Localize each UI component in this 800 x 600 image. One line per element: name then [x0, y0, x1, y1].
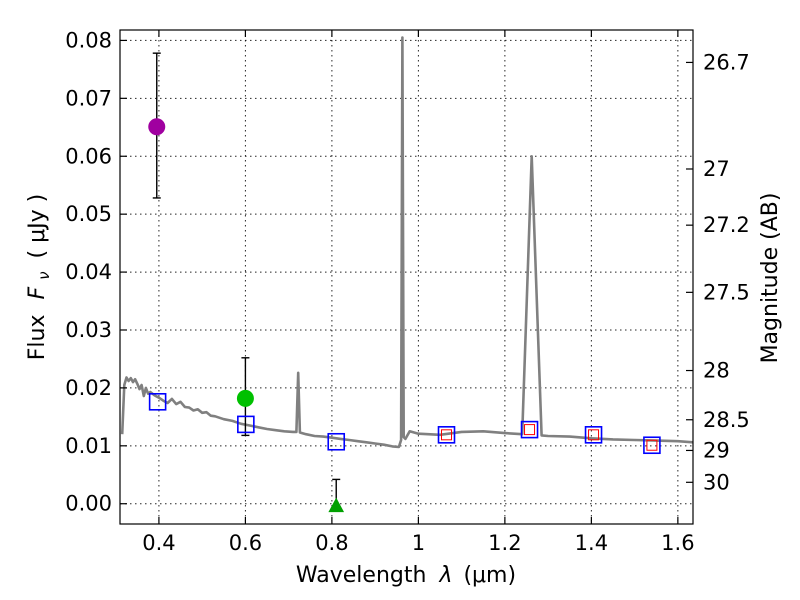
y-tick-label: 0.00 [65, 492, 112, 516]
sed-model-line [120, 36, 694, 449]
model-photometry-marker [643, 436, 661, 455]
model-photometry-marker [437, 426, 456, 444]
observed-photometry-marker [441, 429, 453, 441]
model-photometry-marker [148, 393, 167, 411]
y-tick-label: 0.06 [65, 144, 112, 168]
y-tick-label: 0.08 [65, 28, 112, 52]
x-tick-label: 0.8 [315, 531, 348, 555]
y-tick-label: 0.03 [65, 318, 112, 342]
y-tick-label: 0.05 [65, 202, 112, 226]
observed-photometry-marker [588, 429, 600, 441]
x-tick-label: 0.4 [142, 531, 175, 555]
plot-frame [119, 29, 694, 525]
right-tick-label: 27 [703, 157, 730, 181]
x-tick-label: 1 [412, 531, 425, 555]
model-photometry-marker [327, 432, 346, 451]
x-tick-label: 0.6 [229, 531, 262, 555]
right-axis-title: Magnitude (AB) [758, 193, 783, 364]
points-layer [148, 52, 661, 513]
y-tick-label: 0.02 [65, 376, 112, 400]
grid-layer [120, 30, 693, 524]
y-axis-title: Flux F ν ( μJy ) [25, 194, 55, 360]
right-tick-label: 27.2 [703, 213, 750, 237]
detection-v-marker [236, 389, 254, 407]
model-photometry-marker [584, 426, 603, 444]
right-tick-label: 28 [703, 359, 730, 383]
right-tick-label: 30 [703, 470, 730, 494]
model-photometry-marker [520, 420, 539, 439]
upper-limit-i-marker [328, 497, 345, 513]
observed-photometry-marker [646, 439, 658, 451]
right-tick-label: 26.7 [703, 50, 750, 74]
x-tick-label: 1.2 [488, 531, 521, 555]
y-tick-label: 0.07 [65, 86, 112, 110]
observed-photometry-marker [524, 424, 536, 436]
right-tick-label: 27.5 [703, 280, 750, 304]
right-tick-label: 28.5 [703, 408, 750, 432]
x-tick-label: 1.4 [575, 531, 608, 555]
x-axis-title: Wavelength λ (μm) [296, 563, 516, 588]
right-tick-label: 29 [703, 438, 730, 462]
detection-u-marker [148, 118, 166, 136]
sed-layer [120, 36, 694, 449]
y-tick-label: 0.04 [65, 260, 112, 284]
ticks-layer: 0.4 0.6 0.8 1 1.2 1.4 1.6 0.00 0.01 0.02 0.03 0.04 0… [65, 28, 750, 555]
model-photometry-marker [237, 415, 255, 434]
x-tick-label: 1.6 [661, 531, 694, 555]
y-tick-label: 0.01 [65, 434, 112, 458]
